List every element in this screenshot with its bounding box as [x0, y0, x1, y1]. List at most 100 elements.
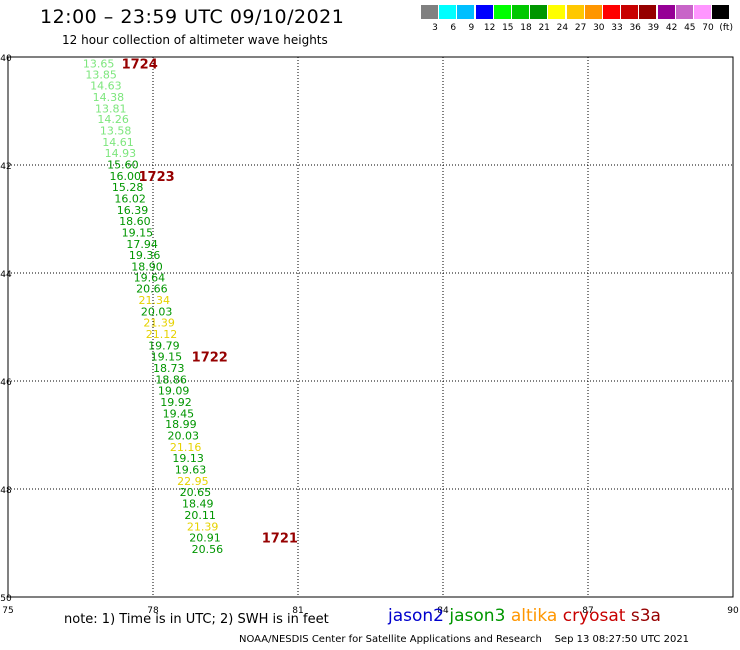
wave-height-value: 18.60 — [119, 215, 150, 228]
wave-height-value: 19.92 — [160, 396, 192, 409]
colorbar-swatch — [675, 5, 693, 19]
credit-line: NOAA/NESDIS Center for Satellite Applica… — [239, 634, 690, 645]
wave-height-value: 15.28 — [112, 181, 143, 194]
wave-height-value: 18.49 — [182, 498, 214, 511]
wave-height-value: 20.56 — [192, 543, 224, 556]
colorbar-label: 33 — [611, 23, 623, 33]
wave-height-value: 18.99 — [165, 418, 197, 431]
units-note: note: 1) Time is in UTC; 2) SWH is in fe… — [64, 612, 329, 627]
wave-height-value: 16.39 — [117, 204, 149, 217]
legend-item-cryosat: cryosat — [562, 606, 631, 626]
wave-height-value: 22.95 — [177, 475, 209, 488]
colorbar-label: 39 — [647, 23, 660, 33]
wave-height-value: 19.15 — [151, 351, 183, 364]
wave-height-value: 19.13 — [172, 452, 204, 465]
colorbar-swatch — [712, 5, 730, 19]
wave-height-value: 15.60 — [107, 158, 139, 171]
colorbar-label: (ft) — [719, 23, 733, 33]
y-tick-label: 50 — [0, 594, 12, 604]
colorbar-swatch — [621, 5, 639, 19]
colorbar-label: 42 — [665, 23, 678, 33]
wave-height-value: 14.63 — [90, 80, 122, 93]
colorbar-swatch — [530, 5, 548, 19]
wave-height-value: 14.93 — [105, 147, 136, 160]
colorbar-label: 36 — [629, 23, 641, 33]
wave-height-value: 19.63 — [175, 464, 207, 477]
wave-height-value: 20.65 — [180, 486, 212, 499]
wave-height-value: 19.36 — [129, 249, 161, 262]
wave-height-value: 18.73 — [153, 362, 185, 375]
colorbar-label: 3 — [432, 23, 438, 33]
pass-number-label: 1723 — [139, 170, 175, 185]
colorbar-swatch — [475, 5, 493, 19]
wave-height-value: 20.11 — [184, 509, 216, 522]
y-tick-label: 42 — [0, 162, 11, 172]
x-tick-label: 90 — [727, 606, 739, 616]
wave-height-value: 19.15 — [122, 227, 154, 240]
wave-height-value: 21.16 — [170, 441, 202, 454]
x-tick-label: 81 — [292, 606, 303, 616]
pass-number-label: 1721 — [262, 532, 298, 547]
wave-height-value: 14.38 — [93, 91, 125, 104]
y-tick-label: 46 — [0, 378, 12, 388]
wave-height-value: 13.81 — [95, 102, 127, 115]
map-frame — [7, 56, 734, 598]
colorbar-swatch — [439, 5, 457, 19]
colorbar-swatch — [566, 5, 584, 19]
wave-height-value: 20.91 — [189, 532, 221, 545]
colorbar-label: 6 — [450, 23, 457, 33]
map-title: 12:00 – 23:59 UTC 09/10/2021 — [40, 6, 345, 28]
wave-height-value: 16.02 — [114, 192, 146, 205]
x-tick-label: 84 — [437, 606, 449, 616]
wave-height-value: 13.85 — [85, 68, 117, 81]
wave-height-value: 21.12 — [146, 328, 178, 341]
wave-height-value: 18.90 — [131, 261, 163, 274]
wave-height-value: 19.64 — [134, 271, 166, 284]
wave-height-value: 21.39 — [143, 317, 175, 330]
colorbar-swatch — [603, 5, 620, 19]
y-tick-label: 44 — [0, 270, 12, 280]
colorbar-swatch — [457, 5, 475, 19]
colorbar-label: 21 — [538, 23, 550, 33]
wave-height-value: 19.09 — [158, 385, 190, 398]
wave-height-value: 16.00 — [110, 170, 142, 183]
colorbar-label: 27 — [574, 23, 587, 33]
legend-item-altika: altika — [510, 606, 563, 626]
colorbar-label: 15 — [502, 23, 514, 33]
map-subtitle: 12 hour collection of altimeter wave hei… — [62, 33, 328, 47]
colorbar-label: 12 — [483, 23, 496, 33]
legend-item-jason2: jason2 — [388, 606, 450, 626]
wave-height-value: 17.94 — [126, 238, 157, 251]
colorbar-swatch — [657, 5, 675, 19]
y-tick-label: 40 — [0, 54, 12, 64]
wave-height-value: 20.03 — [141, 305, 173, 318]
x-tick-label: 75 — [2, 606, 13, 616]
wave-height-value: 21.39 — [187, 520, 219, 533]
pass-number-label: 1722 — [192, 351, 228, 366]
x-tick-label: 87 — [582, 606, 593, 616]
colorbar-label: 30 — [593, 23, 605, 33]
colorbar-label: 45 — [684, 23, 696, 33]
x-tick-label: 78 — [147, 606, 159, 616]
wave-height-value: 13.58 — [100, 124, 132, 137]
colorbar-label: 24 — [556, 23, 569, 33]
legend-item-s3a: s3a — [630, 606, 661, 626]
colorbar-label: 70 — [702, 23, 714, 33]
wave-height-value: 19.45 — [163, 407, 195, 420]
pass-number-label: 1724 — [122, 57, 158, 72]
satellite-legend: jason2 jason3 altika cryosat s3a — [388, 606, 661, 626]
wave-height-value: 19.79 — [148, 339, 180, 352]
wave-height-value: 21.34 — [139, 294, 171, 307]
colorbar-swatch — [548, 5, 566, 19]
colorbar-swatch — [694, 5, 711, 19]
wave-height-value: 20.66 — [136, 283, 168, 296]
colorbar-swatch — [639, 5, 657, 19]
legend-item-jason3: jason3 — [449, 606, 511, 626]
colorbar-swatch — [421, 5, 438, 19]
colorbar-label: 18 — [520, 23, 532, 33]
wave-height-value: 20.03 — [168, 430, 200, 443]
y-tick-label: 48 — [0, 486, 12, 496]
wave-height-value: 18.86 — [155, 373, 187, 386]
wave-height-value: 13.65 — [83, 57, 115, 70]
